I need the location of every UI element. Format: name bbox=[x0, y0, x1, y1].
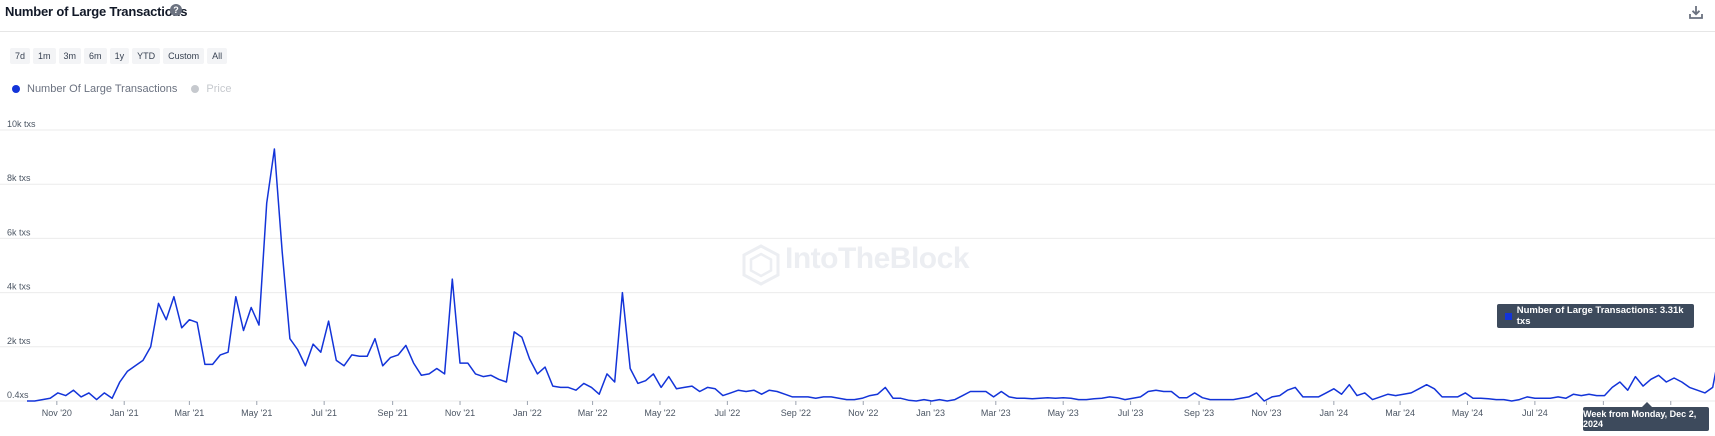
legend-label: Price bbox=[206, 83, 232, 95]
x-tick-label: Nov '21 bbox=[445, 408, 475, 418]
legend-item-large-transactions[interactable]: Number Of Large Transactions bbox=[12, 83, 177, 95]
y-tick-label: 4k txs bbox=[7, 282, 31, 292]
x-tick-label: Jan '23 bbox=[916, 408, 945, 418]
y-tick-label: 2k txs bbox=[7, 336, 31, 346]
range-button-3m[interactable]: 3m bbox=[58, 48, 82, 64]
watermark: IntoTheBlock bbox=[785, 242, 970, 275]
x-tick-label: Mar '24 bbox=[1385, 408, 1415, 418]
x-tick-label: Nov '20 bbox=[42, 408, 72, 418]
x-tick-label: Jan '24 bbox=[1319, 408, 1348, 418]
legend-dot-icon bbox=[12, 85, 20, 93]
chart-legend: Number Of Large Transactions Price bbox=[12, 83, 245, 95]
x-tick-label: Jul '22 bbox=[714, 408, 740, 418]
x-tick-label: Nov '22 bbox=[848, 408, 878, 418]
x-tick-label: Mar '21 bbox=[175, 408, 205, 418]
x-tick-label: Sep '21 bbox=[378, 408, 408, 418]
y-tick-label: 6k txs bbox=[7, 227, 31, 237]
series-line-large-transactions bbox=[27, 148, 1715, 402]
y-tick-label: 10k txs bbox=[7, 119, 36, 129]
range-button-1m[interactable]: 1m bbox=[33, 48, 56, 64]
x-tick-label: Jul '21 bbox=[311, 408, 337, 418]
range-button-ytd[interactable]: YTD bbox=[132, 48, 161, 64]
date-tooltip: Week from Monday, Dec 2, 2024 bbox=[1583, 402, 1709, 431]
time-range-selector: 7d 1m 3m 6m 1y YTD Custom All bbox=[10, 48, 228, 64]
range-button-custom[interactable]: Custom bbox=[163, 48, 205, 64]
x-tick-label: May '24 bbox=[1452, 408, 1483, 418]
x-tick-label: May '22 bbox=[644, 408, 675, 418]
tooltip-label: Number of Large Transactions: 3.31k txs bbox=[1516, 305, 1684, 327]
x-tick-label: Sep '22 bbox=[781, 408, 811, 418]
legend-dot-icon bbox=[191, 85, 200, 93]
y-tick-label: 0.4xs bbox=[7, 390, 29, 400]
range-button-1y[interactable]: 1y bbox=[109, 48, 130, 64]
question-circle-icon[interactable]: ? bbox=[170, 4, 182, 16]
x-tick-label: Jan '21 bbox=[110, 408, 139, 418]
intotheblock-logo-icon bbox=[742, 244, 780, 286]
x-tick-label: Mar '22 bbox=[578, 408, 608, 418]
download-icon[interactable] bbox=[1688, 4, 1704, 20]
x-tick-label: Mar '23 bbox=[981, 408, 1011, 418]
y-tick-label: 8k txs bbox=[7, 173, 31, 183]
legend-item-price[interactable]: Price bbox=[191, 83, 231, 95]
range-button-7d[interactable]: 7d bbox=[10, 48, 31, 64]
x-tick-label: Jan '22 bbox=[513, 408, 542, 418]
tooltip-swatch-icon bbox=[1505, 312, 1512, 320]
range-button-6m[interactable]: 6m bbox=[84, 48, 107, 64]
page-title: Number of Large Transactions bbox=[5, 4, 188, 19]
range-button-all[interactable]: All bbox=[207, 48, 228, 64]
x-tick-label: May '21 bbox=[241, 408, 272, 418]
chart-header: Number of Large Transactions ? bbox=[0, 0, 1715, 32]
x-tick-label: Jul '23 bbox=[1118, 408, 1144, 418]
value-tooltip: Number of Large Transactions: 3.31k txs bbox=[1497, 304, 1694, 328]
x-tick-label: Jul '24 bbox=[1522, 408, 1548, 418]
x-tick-label: Nov '23 bbox=[1251, 408, 1281, 418]
x-tick-label: Sep '23 bbox=[1184, 408, 1214, 418]
x-tick-label: May '23 bbox=[1048, 408, 1079, 418]
legend-label: Number Of Large Transactions bbox=[27, 83, 178, 95]
